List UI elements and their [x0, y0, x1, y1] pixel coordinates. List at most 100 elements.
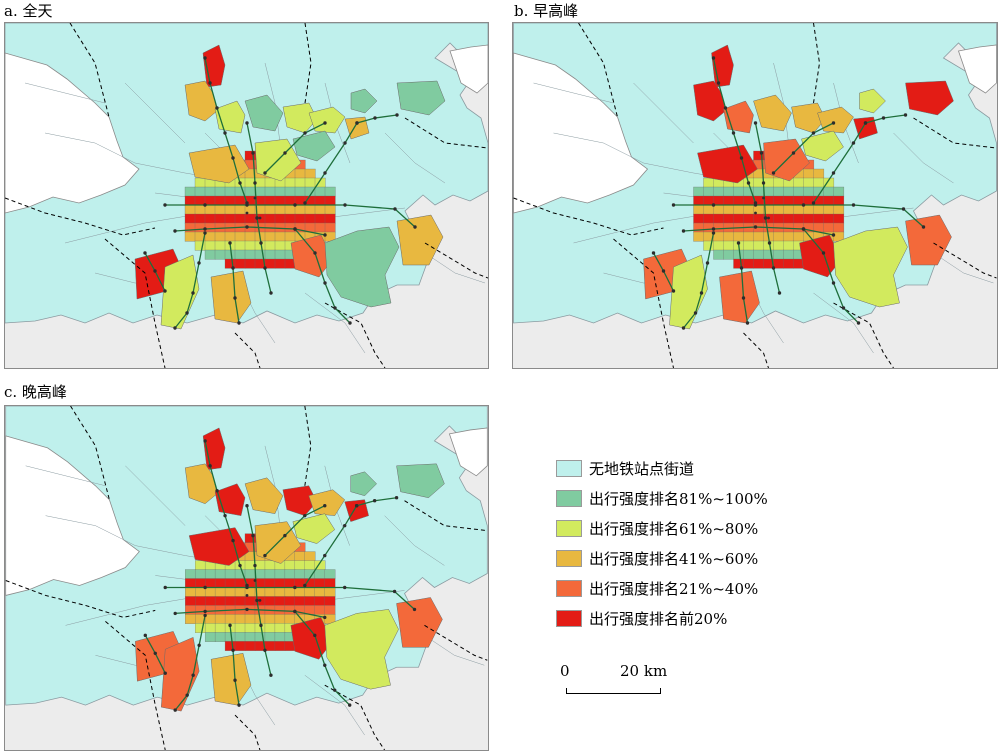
street-region — [905, 80, 954, 116]
street-region — [185, 596, 196, 606]
subway-station — [173, 326, 177, 330]
street-region — [294, 177, 306, 188]
district-boundary — [324, 302, 386, 368]
street-region — [284, 231, 296, 242]
subway-line — [229, 242, 240, 324]
subway-station — [208, 81, 212, 85]
street-region — [793, 177, 805, 188]
street-region — [234, 587, 246, 597]
subway-station — [255, 598, 259, 603]
street-region — [324, 195, 336, 206]
street-region — [264, 632, 276, 642]
street-region — [264, 231, 276, 242]
street-region — [803, 177, 815, 188]
street-region — [294, 168, 306, 179]
street-region — [783, 258, 795, 269]
subway-station — [238, 181, 242, 185]
street-region — [214, 632, 226, 642]
subway-station — [395, 113, 399, 117]
district-boundary — [234, 332, 261, 368]
subway-station — [293, 609, 297, 614]
street-region — [713, 204, 725, 215]
street-region — [224, 596, 236, 606]
street-region — [396, 80, 446, 116]
street-region — [234, 231, 246, 242]
street-region — [194, 623, 206, 633]
subway-station — [763, 216, 768, 220]
street-region — [274, 641, 286, 651]
street-region — [713, 222, 725, 233]
subway-station — [693, 311, 698, 315]
street-region — [813, 213, 825, 224]
street-region — [783, 249, 795, 260]
street-region — [703, 186, 715, 197]
legend-label: 出行强度排名41%~60% — [589, 549, 759, 568]
street-region — [274, 614, 286, 624]
subway-station — [259, 623, 263, 628]
street-region — [234, 204, 246, 215]
street-region — [234, 632, 246, 642]
street-region — [823, 186, 835, 197]
subway-station — [754, 211, 757, 215]
subway-station — [208, 464, 212, 468]
street-region — [204, 632, 216, 642]
street-region — [214, 213, 226, 224]
street-region — [264, 177, 276, 188]
subway-station — [251, 151, 255, 155]
street-region — [224, 632, 236, 642]
street-boundary — [773, 62, 789, 144]
street-region — [324, 587, 336, 597]
subway-station — [711, 227, 716, 231]
subway-station — [245, 121, 249, 125]
subway-station — [323, 663, 327, 667]
street-region — [194, 204, 206, 215]
street-region — [396, 463, 445, 499]
street-region — [264, 186, 276, 197]
street-region — [713, 249, 725, 260]
street-region — [284, 605, 296, 615]
street-region — [823, 204, 835, 215]
street-region — [284, 596, 296, 606]
legend-item-rank-41-60: 出行强度排名41%~60% — [556, 547, 758, 569]
subway-station — [245, 225, 249, 229]
street-region — [234, 596, 246, 606]
street-region — [783, 186, 795, 197]
street-region — [773, 213, 785, 224]
subway-station — [711, 231, 716, 235]
subway-station — [231, 538, 235, 543]
subway-station — [801, 203, 806, 207]
street-region — [713, 186, 725, 197]
subway-station — [263, 171, 267, 175]
street-region — [184, 204, 196, 215]
subway-station — [348, 703, 352, 707]
street-region — [799, 234, 842, 278]
subway-station — [767, 216, 770, 220]
district-boundary — [105, 620, 166, 750]
street-region — [244, 632, 256, 642]
subway-station — [251, 533, 255, 538]
street-region — [753, 94, 792, 132]
map-a — [5, 23, 488, 368]
street-region — [188, 144, 250, 184]
street-region — [194, 560, 206, 571]
street-region — [693, 231, 705, 242]
legend-label: 无地铁站点街道 — [589, 459, 695, 478]
street-region — [693, 195, 705, 206]
street-region — [396, 597, 443, 648]
subway-station — [223, 131, 227, 135]
subway-station — [228, 623, 232, 628]
street-region — [793, 231, 805, 242]
subway-station — [333, 688, 337, 692]
street-region — [324, 596, 336, 606]
map-panel-b — [512, 22, 998, 369]
street-region — [274, 204, 286, 215]
subway-station — [373, 116, 377, 120]
street-region — [669, 254, 708, 330]
subway-line — [812, 122, 867, 204]
street-region — [733, 249, 745, 260]
street-region — [194, 222, 206, 233]
street-boundary — [633, 82, 694, 144]
subway-station — [739, 156, 744, 160]
subway-station — [253, 181, 257, 185]
street-region — [294, 596, 306, 606]
